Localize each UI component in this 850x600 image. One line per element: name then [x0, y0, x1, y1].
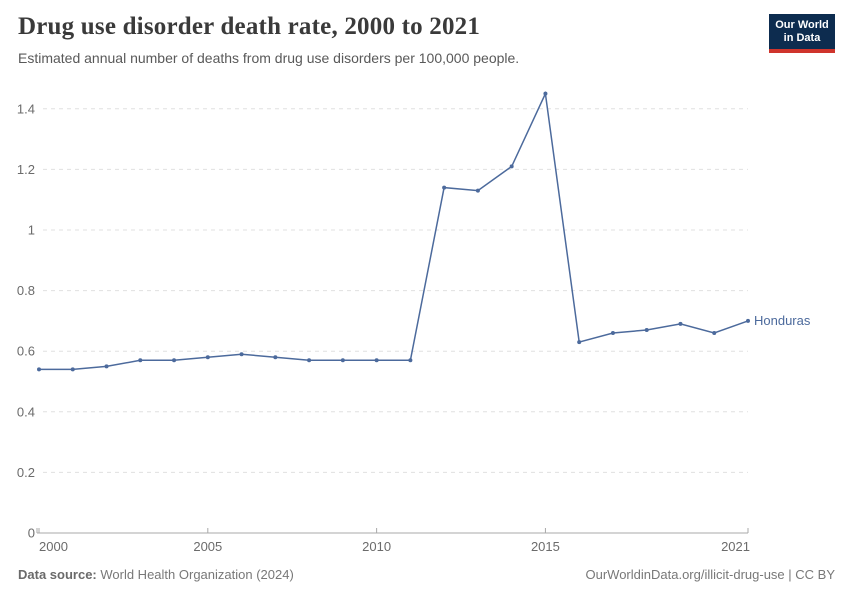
series-point	[172, 358, 177, 363]
y-axis-tick-label: 1	[28, 223, 35, 238]
y-axis-tick-label: 0	[28, 526, 35, 541]
series-point	[408, 358, 413, 363]
series-point	[442, 185, 447, 190]
series-point	[746, 318, 750, 323]
series-point	[104, 364, 109, 369]
series-point	[205, 355, 210, 360]
chart-header: Drug use disorder death rate, 2000 to 20…	[18, 13, 758, 66]
x-axis-tick-label: 2021	[721, 539, 750, 554]
series-point	[610, 331, 615, 336]
x-axis-tick-label: 2000	[39, 539, 68, 554]
y-axis-tick-label: 0.2	[17, 465, 35, 480]
series-point	[712, 331, 717, 336]
series-point	[273, 355, 278, 360]
series-end-label: Honduras	[754, 313, 811, 328]
series-point	[239, 352, 244, 357]
series-point	[577, 340, 582, 345]
chart-subtitle: Estimated annual number of deaths from d…	[18, 50, 520, 66]
series-point	[340, 358, 345, 363]
line-chart-canvas: 0 0.2 0.4 0.6 0.8 1 1.2 1.4 2000 2005 2010 2015 2021…	[17, 91, 811, 554]
series-point	[70, 367, 75, 372]
y-axis-tick-label: 0.4	[17, 404, 35, 419]
series-point	[374, 358, 379, 363]
series-line-honduras	[39, 91, 749, 371]
series-point	[37, 367, 41, 372]
series-point	[543, 91, 548, 96]
y-axis-tick-label: 0.8	[17, 283, 35, 298]
data-source-note: Data source: World Health Organization (…	[18, 567, 294, 582]
chart-title: Drug use disorder death rate, 2000 to 20…	[18, 13, 481, 40]
x-axis-tick-label: 2005	[193, 539, 222, 554]
series-point	[475, 188, 480, 193]
x-axis-tick-label: 2010	[362, 539, 391, 554]
owid-logo-line1: Our World	[775, 19, 829, 31]
series-point	[509, 164, 514, 169]
y-axis-tick-label: 0.6	[17, 344, 35, 359]
x-axis-tick-label: 2015	[531, 539, 560, 554]
series-point	[644, 327, 649, 332]
series-point	[138, 358, 143, 363]
owid-logo-line2: in Data	[783, 32, 821, 44]
owid-logo: Our World in Data	[769, 14, 835, 53]
data-source-label: Data source:	[18, 567, 97, 582]
y-axis-tick-label: 1.2	[17, 162, 35, 177]
y-axis-tick-label: 1.4	[17, 101, 35, 116]
chart-footer: Data source: World Health Organization (…	[18, 567, 835, 582]
series-point	[678, 321, 683, 326]
series-point	[307, 358, 312, 363]
citation-link[interactable]: OurWorldinData.org/illicit-drug-use | CC…	[585, 567, 836, 582]
data-source-value: World Health Organization (2024)	[96, 567, 294, 582]
